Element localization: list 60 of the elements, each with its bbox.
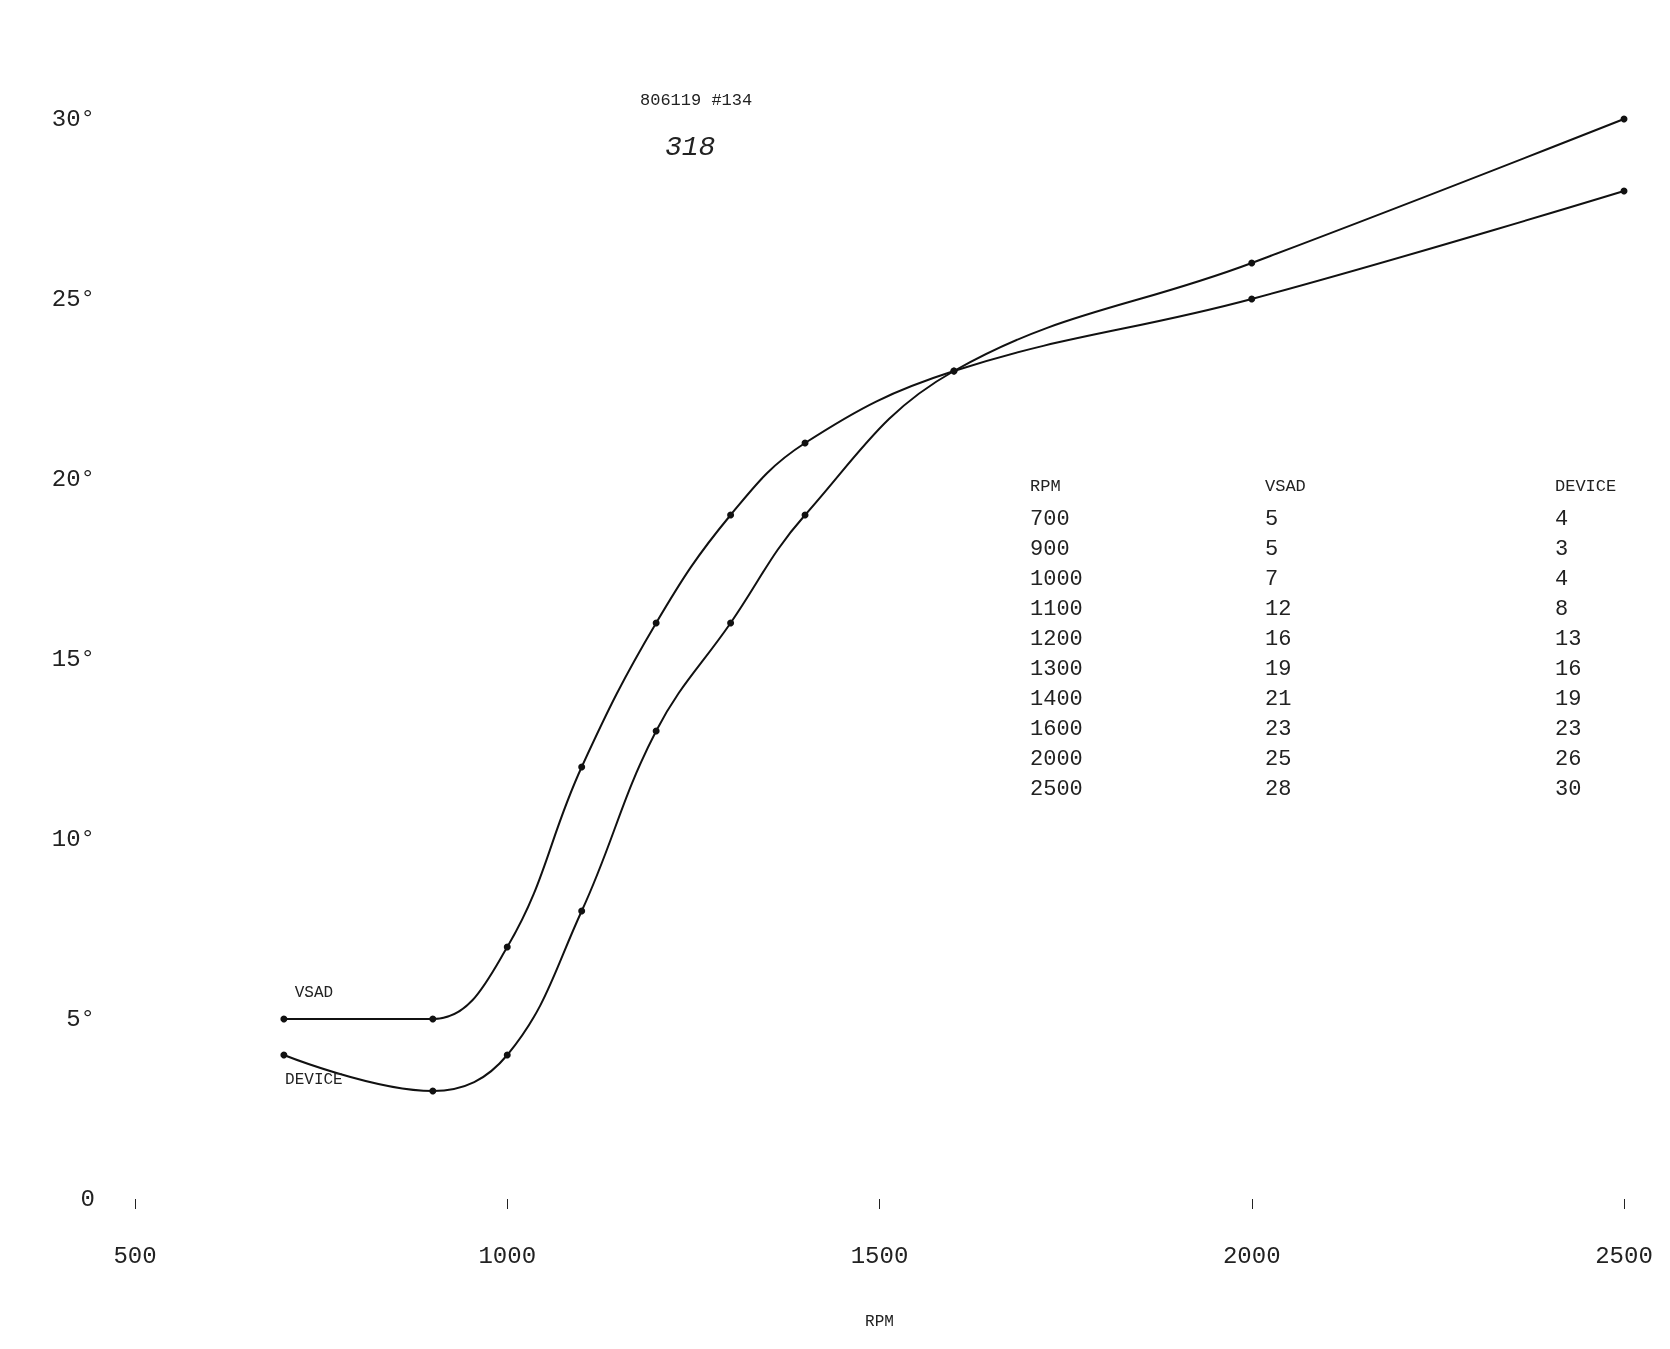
point [429, 1087, 437, 1095]
annotation: 5 [1265, 506, 1279, 532]
x-tick-label: 2500 [1595, 1242, 1653, 1270]
annotation: 16 [1555, 656, 1582, 682]
annotation: 1400 [1030, 686, 1083, 712]
annotation: 3 [1555, 536, 1569, 562]
annotation: 12 [1265, 596, 1292, 622]
annotation: 1300 [1030, 656, 1083, 682]
annotation: 4 [1555, 506, 1569, 532]
annotation: 19 [1265, 656, 1292, 682]
annotation: 8 [1555, 596, 1569, 622]
series-label: DEVICE [285, 1070, 343, 1089]
annotation: 2000 [1030, 746, 1083, 772]
point [727, 511, 735, 519]
x-tick-label: 2000 [1222, 1242, 1281, 1270]
annotation: 23 [1555, 716, 1582, 742]
x-tick-label: 500 [113, 1242, 157, 1270]
point [1248, 295, 1256, 303]
chart-title: 318 [665, 131, 716, 163]
point [578, 907, 586, 915]
y-tick-label: 10° [51, 825, 95, 853]
y-tick-label: 25° [51, 285, 95, 313]
annotation: 23 [1265, 716, 1292, 742]
annotation: 1200 [1030, 626, 1083, 652]
text: 806119 #134 [640, 91, 753, 110]
y-tick-label: 0 [80, 1185, 95, 1213]
y-tick-label: 20° [51, 465, 95, 493]
annotation: 28 [1265, 776, 1292, 802]
text: DEVICE [1555, 477, 1617, 496]
point [727, 619, 735, 627]
x-axis-title: RPM [1030, 477, 1061, 496]
y-tick-label: 15° [51, 645, 95, 673]
point [429, 1015, 437, 1023]
x-tick-label: 1000 [478, 1242, 537, 1270]
annotation: 4 [1555, 566, 1569, 592]
annotation: 1000 [1030, 566, 1083, 592]
x-tick-label: 1500 [850, 1242, 909, 1270]
point [503, 943, 511, 951]
annotation: 7 [1265, 566, 1279, 592]
y-tick-label: 30° [51, 105, 95, 133]
annotation: 700 [1030, 506, 1070, 532]
text: RPM [865, 1313, 894, 1331]
annotation: 21 [1265, 686, 1292, 712]
series-label: VSAD [294, 983, 334, 1002]
y-tick-label: 5° [66, 1005, 95, 1033]
annotation: 2500 [1030, 776, 1083, 802]
annotation: 5 [1265, 536, 1279, 562]
annotation: 25 [1265, 746, 1292, 772]
point [578, 763, 586, 771]
annotation: 16 [1265, 626, 1292, 652]
annotation: 13 [1555, 626, 1582, 652]
text: VSAD [1265, 477, 1306, 496]
point [503, 1051, 511, 1059]
annotation: 19 [1555, 686, 1582, 712]
point [1248, 259, 1256, 267]
annotation: 1100 [1030, 596, 1083, 622]
annotation: 1600 [1030, 716, 1083, 742]
annotation: 900 [1030, 536, 1070, 562]
annotation: 26 [1555, 746, 1582, 772]
annotation: 30 [1555, 776, 1582, 802]
